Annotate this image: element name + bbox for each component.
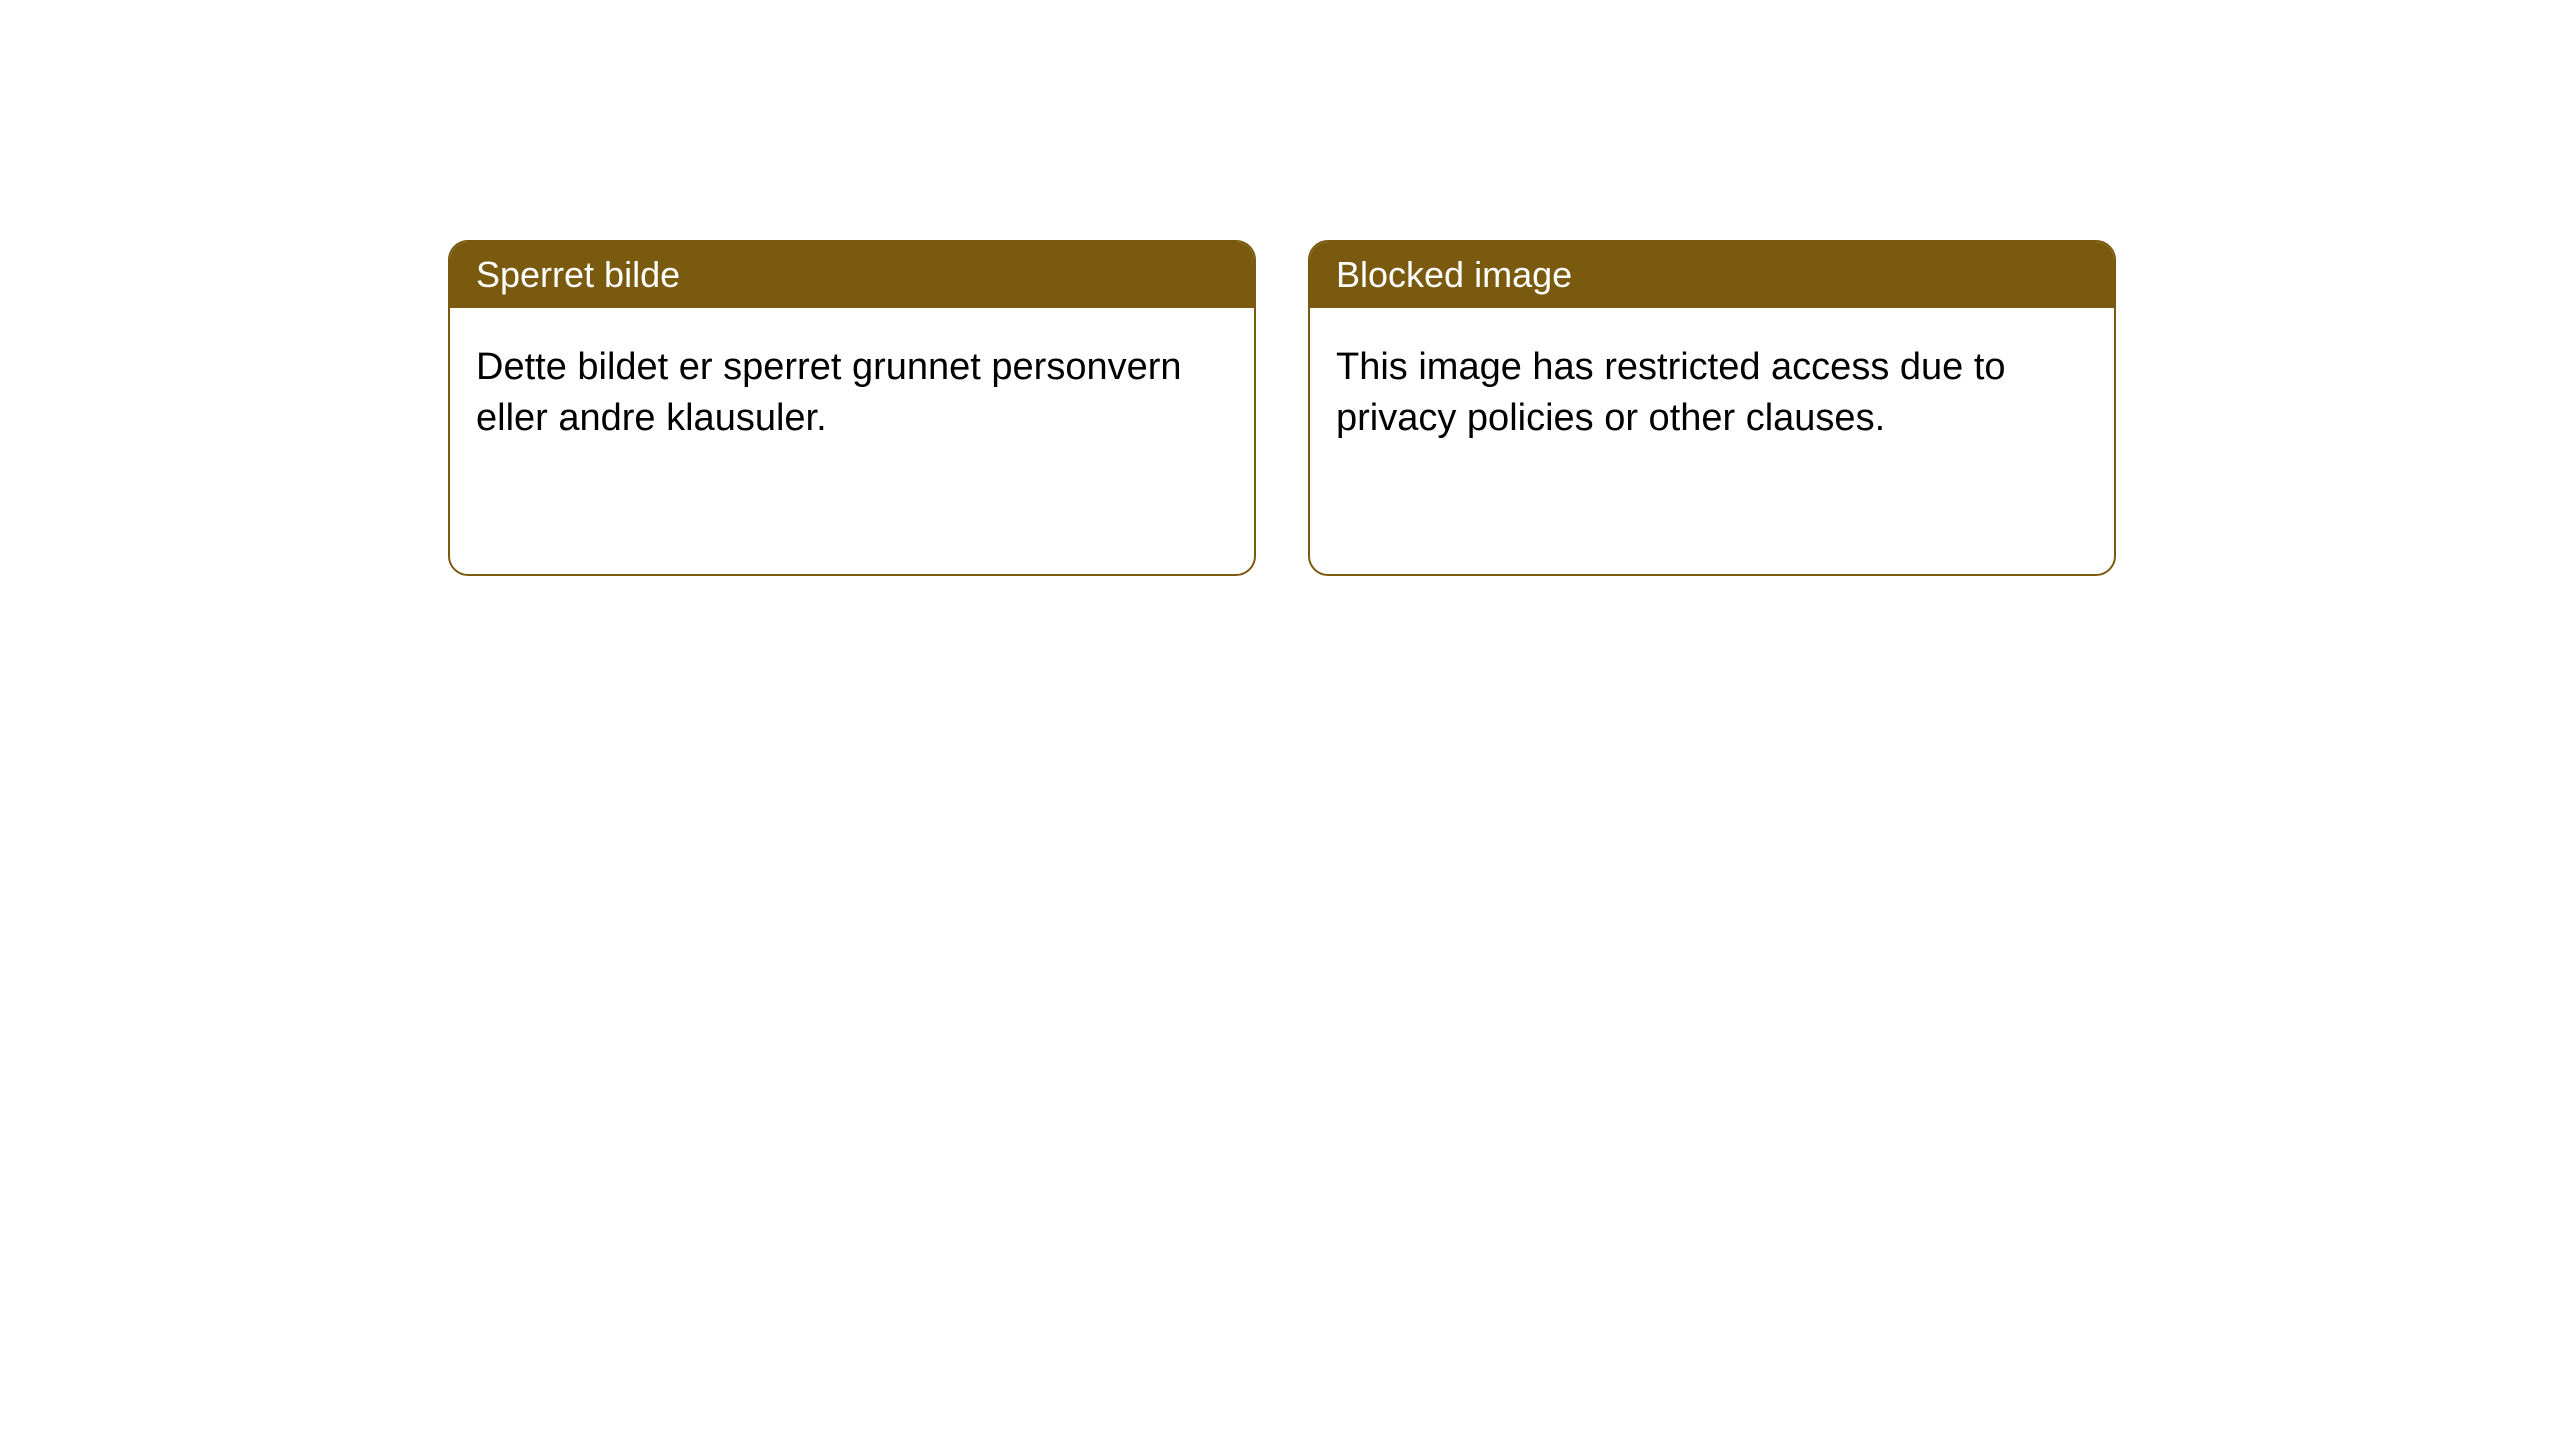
card-body: Dette bildet er sperret grunnet personve… (450, 308, 1254, 479)
card-body: This image has restricted access due to … (1310, 308, 2114, 479)
notice-container: Sperret bilde Dette bildet er sperret gr… (0, 0, 2560, 576)
card-title: Sperret bilde (476, 254, 680, 295)
card-header: Blocked image (1310, 242, 2114, 308)
notice-card-norwegian: Sperret bilde Dette bildet er sperret gr… (448, 240, 1256, 576)
card-message: This image has restricted access due to … (1336, 346, 2006, 439)
card-message: Dette bildet er sperret grunnet personve… (476, 346, 1182, 439)
card-title: Blocked image (1336, 254, 1572, 295)
notice-card-english: Blocked image This image has restricted … (1308, 240, 2116, 576)
card-header: Sperret bilde (450, 242, 1254, 308)
